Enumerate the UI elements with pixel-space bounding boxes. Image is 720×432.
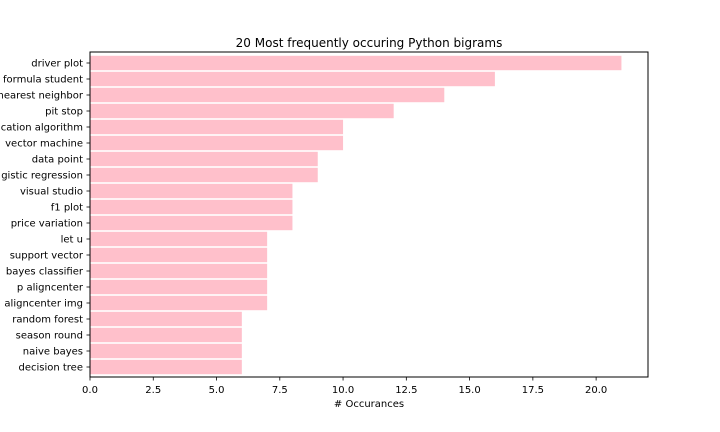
bar-vector-machine [90, 135, 344, 151]
bar-let-u [90, 231, 268, 247]
x-axis-ticks: 0.0 2.5 5.0 7.5 10.0 12.5 15.0 17.5 20.0 [82, 377, 607, 396]
y-axis-ticks: driver plot formula student nearest neighb… [0, 59, 90, 374]
y-tick-label: driver plot [31, 59, 83, 70]
bar-pit-stop [90, 103, 394, 119]
y-tick-label: p aligncenter [17, 283, 84, 294]
plot-frame [89, 51, 649, 378]
bar-data-point [90, 151, 318, 167]
bar-decision-tree [90, 359, 242, 375]
x-tick-label: 15.0 [458, 385, 480, 396]
bar-driver-plot [90, 55, 622, 71]
y-tick-label: aligncenter img [4, 299, 83, 310]
bar-gistic-regression [90, 167, 318, 183]
bar-random-forest [90, 311, 242, 327]
y-tick-label: f1 plot [51, 203, 83, 214]
y-tick-label: decision tree [18, 363, 83, 374]
y-tick-label: random forest [12, 315, 83, 326]
y-tick-label: support vector [10, 251, 84, 262]
x-tick-label: 2.5 [145, 385, 161, 396]
y-tick-label: naive bayes [23, 347, 83, 358]
x-tick-label: 12.5 [395, 385, 417, 396]
bar-naive-bayes [90, 343, 242, 359]
x-axis-label: # Occurances [334, 399, 404, 410]
y-tick-label: vector machine [5, 139, 83, 150]
bar-season-round [90, 327, 242, 343]
x-tick-label: 0.0 [82, 385, 98, 396]
y-tick-label: data point [32, 155, 83, 166]
y-tick-label: gistic regression [1, 171, 83, 182]
bar-cation-algorithm [90, 119, 344, 135]
bar-price-variation [90, 215, 293, 231]
y-tick-label: bayes classifier [6, 267, 84, 278]
bar-aligncenter-img [90, 295, 268, 311]
x-tick-label: 7.5 [272, 385, 288, 396]
y-tick-label: nearest neighbor [0, 91, 84, 102]
bar-nearest-neighbor [90, 87, 445, 103]
y-tick-label: price variation [11, 219, 83, 230]
chart-title: 20 Most frequently occuring Python bigra… [236, 36, 503, 50]
x-tick-label: 5.0 [209, 385, 225, 396]
x-tick-label: 17.5 [522, 385, 544, 396]
y-tick-label: pit stop [45, 107, 83, 118]
y-tick-label: let u [61, 235, 83, 246]
bars-group [90, 55, 622, 375]
bar-f1-plot [90, 199, 293, 215]
y-tick-label: cation algorithm [1, 123, 83, 134]
y-tick-label: formula student [3, 75, 83, 86]
bar-formula-student [90, 71, 495, 87]
x-tick-label: 20.0 [585, 385, 607, 396]
bar-visual-studio [90, 183, 293, 199]
x-tick-label: 10.0 [332, 385, 354, 396]
y-tick-label: visual studio [20, 187, 83, 198]
bar-support-vector [90, 247, 268, 263]
y-tick-label: season round [16, 331, 83, 342]
bar-p-aligncenter [90, 279, 268, 295]
bar-bayes-classifier [90, 263, 268, 279]
